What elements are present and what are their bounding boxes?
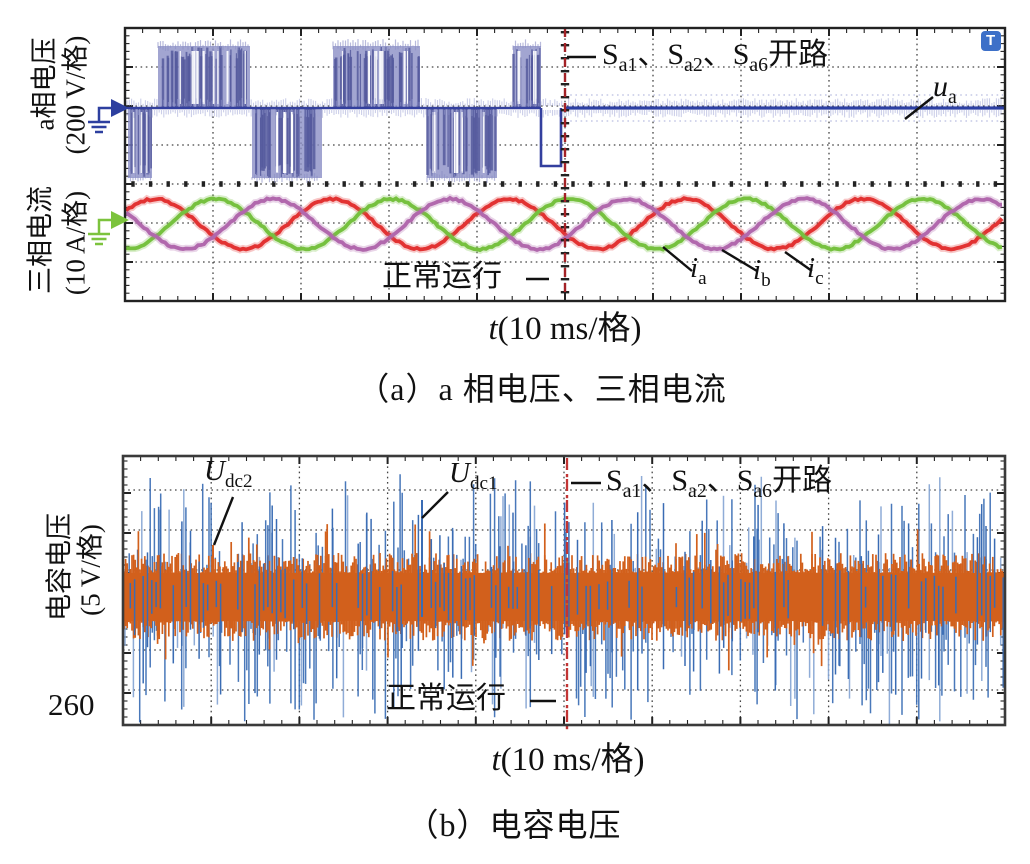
ic-trace-label: ic [807, 252, 824, 289]
panel-b-yscale: (5 V/格) [75, 524, 106, 616]
panel-b-caption: （b）电容电压 [406, 807, 622, 843]
panel-a-ylabel-voltage: a相电压 [29, 37, 60, 131]
udc1-trace-label: Udc1 [449, 457, 498, 494]
ia-trace-label: ia [690, 252, 707, 289]
panel-b-fault-annotation: Sa1、Sa2、Sa6开路 [606, 464, 833, 502]
trigger-icon-letter: T [986, 32, 996, 49]
ua-trace-label: ua [933, 70, 957, 108]
panel-a-normal-run-label: 正常运行 [382, 260, 502, 293]
panel-b-ylabel: 电容电压 [44, 513, 75, 621]
panel-a-xaxis-label: t(10 ms/格) [488, 311, 642, 347]
ib-trace-label: ib [753, 254, 771, 291]
panel-a-fault-annotation: Sa1、Sa2、Sa6开路 [602, 38, 829, 76]
panel-a-caption: （a）a 相电压、三相电流 [357, 371, 727, 407]
udc2-trace-label: Udc2 [204, 455, 253, 492]
panel-b-xaxis-label: t(10 ms/格) [491, 742, 645, 778]
panel-a-ylabel-current: 三相电流 [25, 186, 56, 294]
panel-b-normal-run-label: 正常运行 [386, 682, 506, 715]
panel-b-ytick-260: 260 [48, 687, 95, 722]
panel-a-yscale-voltage: (200 V/格) [60, 35, 91, 155]
panel-a-yscale-current: (10 A/格) [60, 190, 91, 296]
